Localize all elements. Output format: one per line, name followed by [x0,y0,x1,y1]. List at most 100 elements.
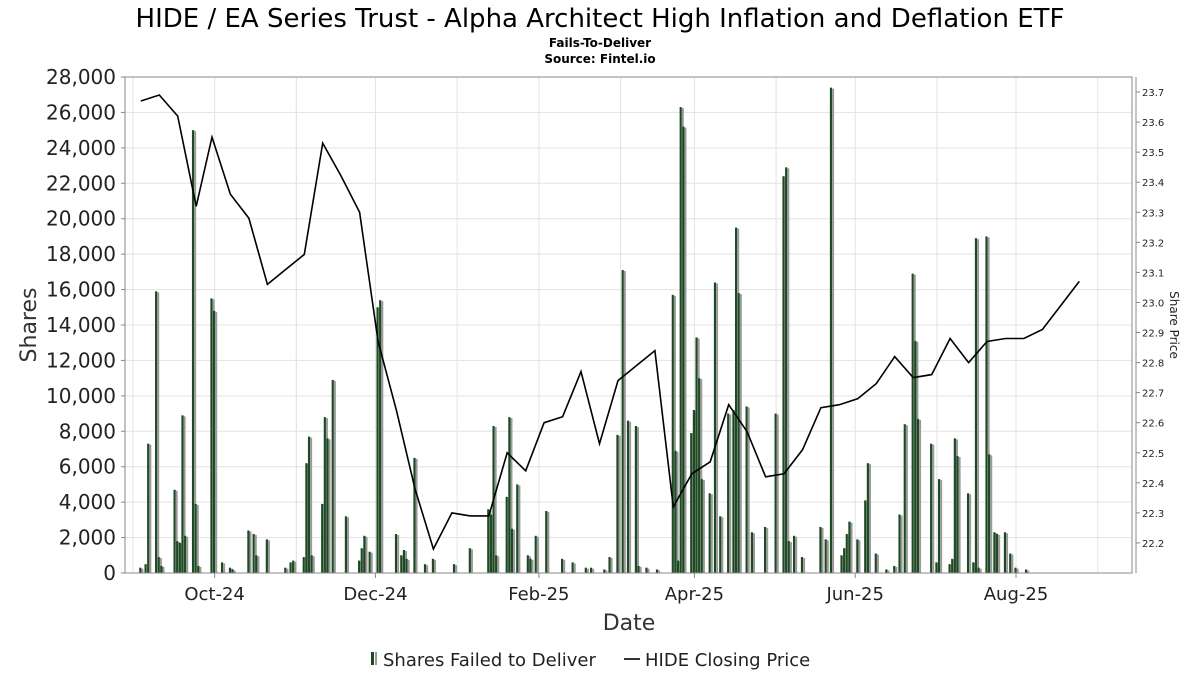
fails-bar [545,511,548,573]
fails-bar [1009,553,1012,573]
fails-bar [181,415,184,573]
fails-bar-shadow [832,88,835,573]
fails-bar [516,484,519,573]
fails-bar-shadow [998,535,1001,573]
fails-bar [692,410,696,573]
fails-bar [930,443,933,573]
fails-bar-shadow [536,536,539,573]
fails-bar [402,549,406,573]
fails-bar [489,514,493,573]
fails-bar [265,539,268,573]
y2-tick-label: 23.0 [1142,298,1164,309]
fails-bar [700,479,703,573]
fails-bar [972,562,975,573]
y-tick-label: 8,000 [59,419,116,443]
fails-bar [191,130,195,573]
fails-bar-shadow [979,568,982,573]
fails-bar [800,557,804,573]
x-tick-label: Dec-24 [343,584,407,605]
fails-bar [510,528,514,573]
y2-tick-label: 23.1 [1142,268,1164,279]
fails-bar [713,282,717,573]
fails-bar [220,562,224,573]
fails-bar-shadow [513,529,516,573]
fails-bar [787,541,790,573]
fails-bar [255,555,258,573]
fails-bar-shadow [821,527,824,573]
y-axis-ticks: 0 2,000 4,000 6,000 8,000 10,000 12,000 14,000 1… [46,65,125,585]
fails-bar [176,541,179,573]
y2-tick-label: 22.3 [1142,509,1164,520]
fails-bar [819,526,822,573]
fails-bar-shadow [518,485,521,573]
fails-bar [916,418,920,573]
fails-bar [302,557,305,573]
y-tick-label: 2,000 [59,526,116,550]
fails-bar [626,420,630,573]
y-tick-label: 14,000 [46,313,116,337]
fails-bar [645,567,648,573]
y2-tick-label: 23.5 [1142,148,1164,159]
fails-bar-shadow [381,301,384,573]
fails-bar-shadow [194,131,197,573]
fails-bar-shadow [850,522,853,573]
fails-bar [885,569,888,573]
fails-bar-shadow [254,535,257,573]
y-tick-label: 12,000 [46,348,116,372]
fails-bar [213,310,216,573]
fails-bar-shadow [310,437,313,573]
fails-bar [734,227,738,574]
fails-bar-shadow [586,568,589,573]
fails-bar-shadow [455,565,458,573]
fails-bar-shadow [1016,568,1019,573]
fails-bar-shadow [563,559,566,573]
fails-bar-shadow [199,566,202,573]
y2-tick-label: 22.4 [1142,479,1164,490]
fails-bar [993,532,996,573]
y2-tick-label: 23.7 [1142,88,1164,99]
fails-bar-shadow [415,458,418,573]
fails-bar [985,236,988,573]
y-tick-label: 20,000 [46,207,116,231]
fails-bar [866,463,869,573]
chart-title: HIDE / EA Series Trust - Alpha Architect… [136,4,1065,34]
fails-bar [674,450,677,573]
y2-tick-label: 22.8 [1142,359,1164,370]
x-tick-label: Aug-25 [984,584,1049,605]
y2-tick-label: 23.4 [1142,178,1164,189]
fails-bar [358,560,361,573]
fails-bar [155,291,158,573]
fails-bar-shadow [531,559,534,573]
fails-bar [848,521,851,573]
fails-bar [745,406,748,573]
x-tick-label: Feb-25 [508,584,569,605]
fails-bar [785,167,788,574]
fails-bar-shadow [162,566,165,573]
fails-bar [589,567,593,573]
fails-bar [431,558,435,573]
fails-bar [621,270,624,573]
fails-bar-shadow [183,416,186,573]
fails-bar [935,562,938,573]
fails-bar-shadow [776,414,779,573]
fails-bar [289,562,292,573]
fails-bar-shadow [803,558,806,573]
fails-bar [144,564,147,573]
fails-bar [695,337,698,573]
fails-bar [782,176,785,573]
fails-bar-shadow [407,559,410,573]
fails-bar [845,534,848,573]
fails-bar [719,516,722,573]
fails-bar [824,539,827,573]
fails-bar-shadow [470,549,473,573]
fails-bar [840,555,843,573]
legend-line-label: HIDE Closing Price [645,650,810,671]
fails-bar [948,564,951,573]
fails-bar-shadow [826,540,829,573]
fails-bar [874,553,877,573]
fails-bar-shadow [623,271,626,573]
fails-bar-shadow [887,570,890,573]
y-tick-label: 28,000 [46,65,116,89]
fails-bar-shadow [347,517,350,573]
fails-bar-shadow [312,556,315,573]
